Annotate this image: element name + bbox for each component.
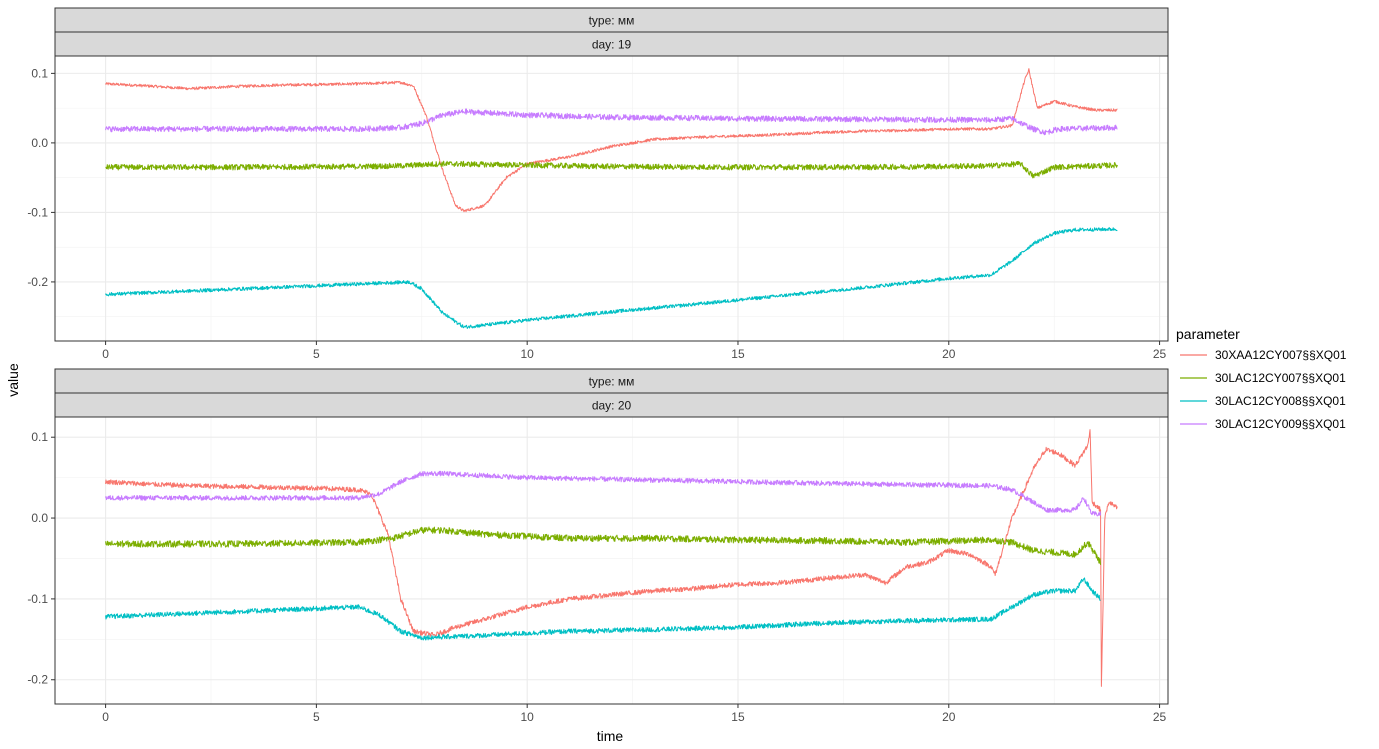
strip-label-day: day: 19 [592, 38, 632, 52]
y-tick-label: -0.1 [27, 592, 48, 606]
y-tick-label: 0.1 [31, 66, 48, 80]
plot-border [54, 416, 1169, 705]
x-tick-label: 25 [1153, 347, 1167, 361]
strip-background [54, 368, 1169, 394]
legend-items: 30XAA12CY007§§XQ01 30LAC12CY007§§XQ01 30LA… [1180, 348, 1347, 431]
x-tick-label: 15 [731, 347, 745, 361]
strip-label-type: type: мм [589, 14, 635, 28]
series-lines [105, 68, 1118, 329]
x-tick-label: 10 [521, 347, 535, 361]
x-tick-label: 20 [942, 347, 956, 361]
x-axis-ticks: 0 5 10 15 20 25 [102, 341, 1167, 361]
x-tick-label: 25 [1153, 710, 1167, 724]
y-tick-label: 0.1 [31, 430, 48, 444]
series-line [105, 68, 1118, 213]
panel-day-19: type: мм day: 19 0.1 0.0 -0.1 -0.2 0 5 10 15 20… [27, 7, 1169, 361]
y-tick-label: -0.1 [27, 205, 48, 219]
y-tick-label: -0.2 [27, 673, 48, 687]
y-tick-label: -0.2 [27, 275, 48, 289]
y-tick-label: 0.0 [31, 511, 48, 525]
plot-area [55, 417, 1168, 704]
panel-day-20: type: мм day: 20 0.1 0.0 -0.1 -0.2 0 5 10 15 20… [27, 368, 1169, 724]
series-line [105, 160, 1118, 179]
plot-border [54, 55, 1169, 342]
series-line [105, 577, 1101, 641]
plot-area [55, 56, 1168, 341]
y-axis-title: value [5, 363, 21, 397]
series-line [105, 227, 1118, 329]
y-tick-label: 0.0 [31, 136, 48, 150]
strip-background [54, 392, 1169, 418]
strip-background [54, 7, 1169, 33]
grid-lines [55, 417, 1168, 704]
y-axis-ticks: 0.1 0.0 -0.1 -0.2 [27, 66, 55, 289]
legend-label: 30LAC12CY008§§XQ01 [1215, 394, 1346, 408]
legend: parameter 30XAA12CY007§§XQ01 30LAC12CY007… [1176, 326, 1347, 431]
series-line [105, 108, 1118, 136]
x-tick-label: 5 [313, 710, 320, 724]
x-tick-label: 20 [942, 710, 956, 724]
x-axis-title: time [597, 728, 624, 744]
series-line [105, 526, 1102, 565]
x-tick-label: 0 [102, 347, 109, 361]
series-lines [105, 429, 1118, 687]
grid-lines [55, 56, 1168, 341]
legend-label: 30LAC12CY009§§XQ01 [1215, 417, 1346, 431]
legend-label: 30XAA12CY007§§XQ01 [1215, 348, 1347, 362]
x-tick-label: 0 [102, 710, 109, 724]
series-line [105, 429, 1118, 687]
series-line [105, 470, 1102, 517]
legend-label: 30LAC12CY007§§XQ01 [1215, 371, 1346, 385]
x-tick-label: 5 [313, 347, 320, 361]
strip-label-type: type: мм [589, 375, 635, 389]
x-tick-label: 15 [731, 710, 745, 724]
strip-label-day: day: 20 [592, 399, 632, 413]
x-axis-ticks: 0 5 10 15 20 25 [102, 704, 1167, 724]
strip-background [54, 31, 1169, 57]
y-axis-ticks: 0.1 0.0 -0.1 -0.2 [27, 430, 55, 687]
x-tick-label: 10 [521, 710, 535, 724]
legend-title: parameter [1176, 326, 1240, 342]
